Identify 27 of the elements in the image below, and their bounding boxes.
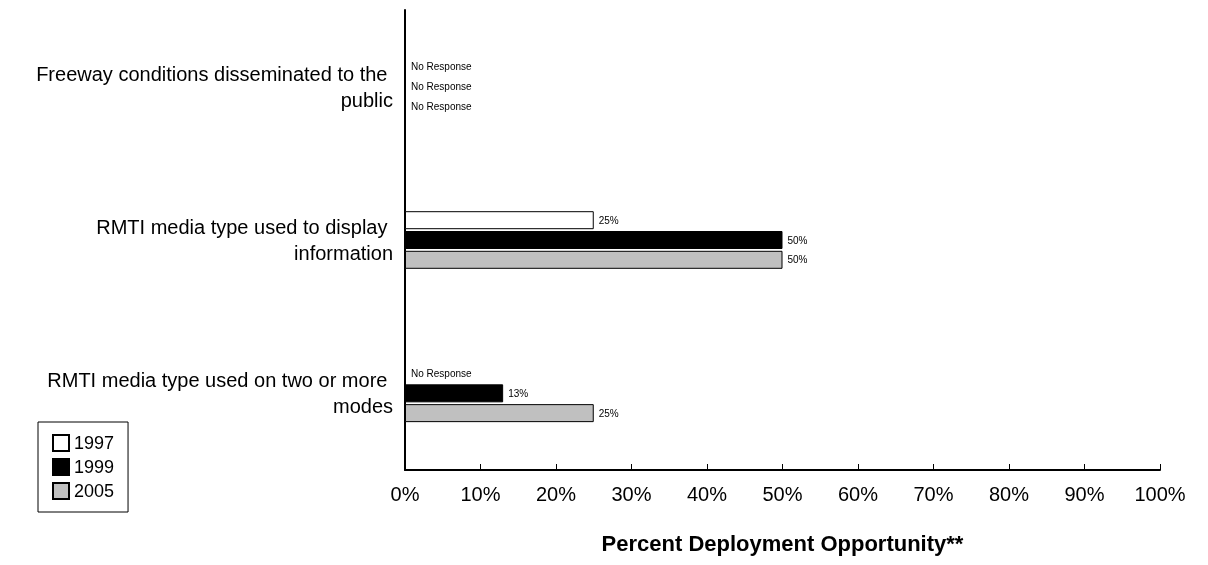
text: No Response (411, 368, 472, 380)
x-tick-label: 0% (390, 483, 420, 505)
x-tick-label: 20% (535, 483, 577, 505)
text: No Response (411, 61, 472, 73)
data-label: 50% (787, 254, 808, 266)
data-label: 25% (598, 214, 619, 226)
x-tick-label: 50% (762, 483, 803, 505)
data-label: 13% (508, 387, 529, 399)
text: No Response (411, 81, 472, 93)
y-tick-label: RMTI media type used on two or more modes (47, 369, 393, 418)
legend-label: 1997 (74, 433, 115, 453)
x-tick-label: 40% (686, 483, 728, 505)
legend-label: 1999 (74, 457, 115, 477)
y-tick-label: Freeway conditions disseminated to the public (36, 62, 393, 111)
text: No Response (411, 100, 472, 112)
data-label: 50% (787, 234, 808, 246)
x-tick-label: 100% (1134, 483, 1186, 505)
x-tick-label: 70% (913, 483, 954, 505)
x-tick-label: 80% (988, 483, 1030, 505)
legend-label: 2005 (74, 481, 115, 501)
x-tick-label: 60% (837, 483, 879, 505)
data-label: 25% (598, 407, 619, 419)
y-tick-label: RMTI media type used to display information (96, 216, 393, 264)
x-tick-label: 10% (460, 483, 501, 505)
x-tick-label: 90% (1064, 483, 1105, 505)
x-tick-label: 30% (611, 483, 652, 505)
x-axis-title: Percent Deployment Opportunity** (601, 530, 964, 556)
